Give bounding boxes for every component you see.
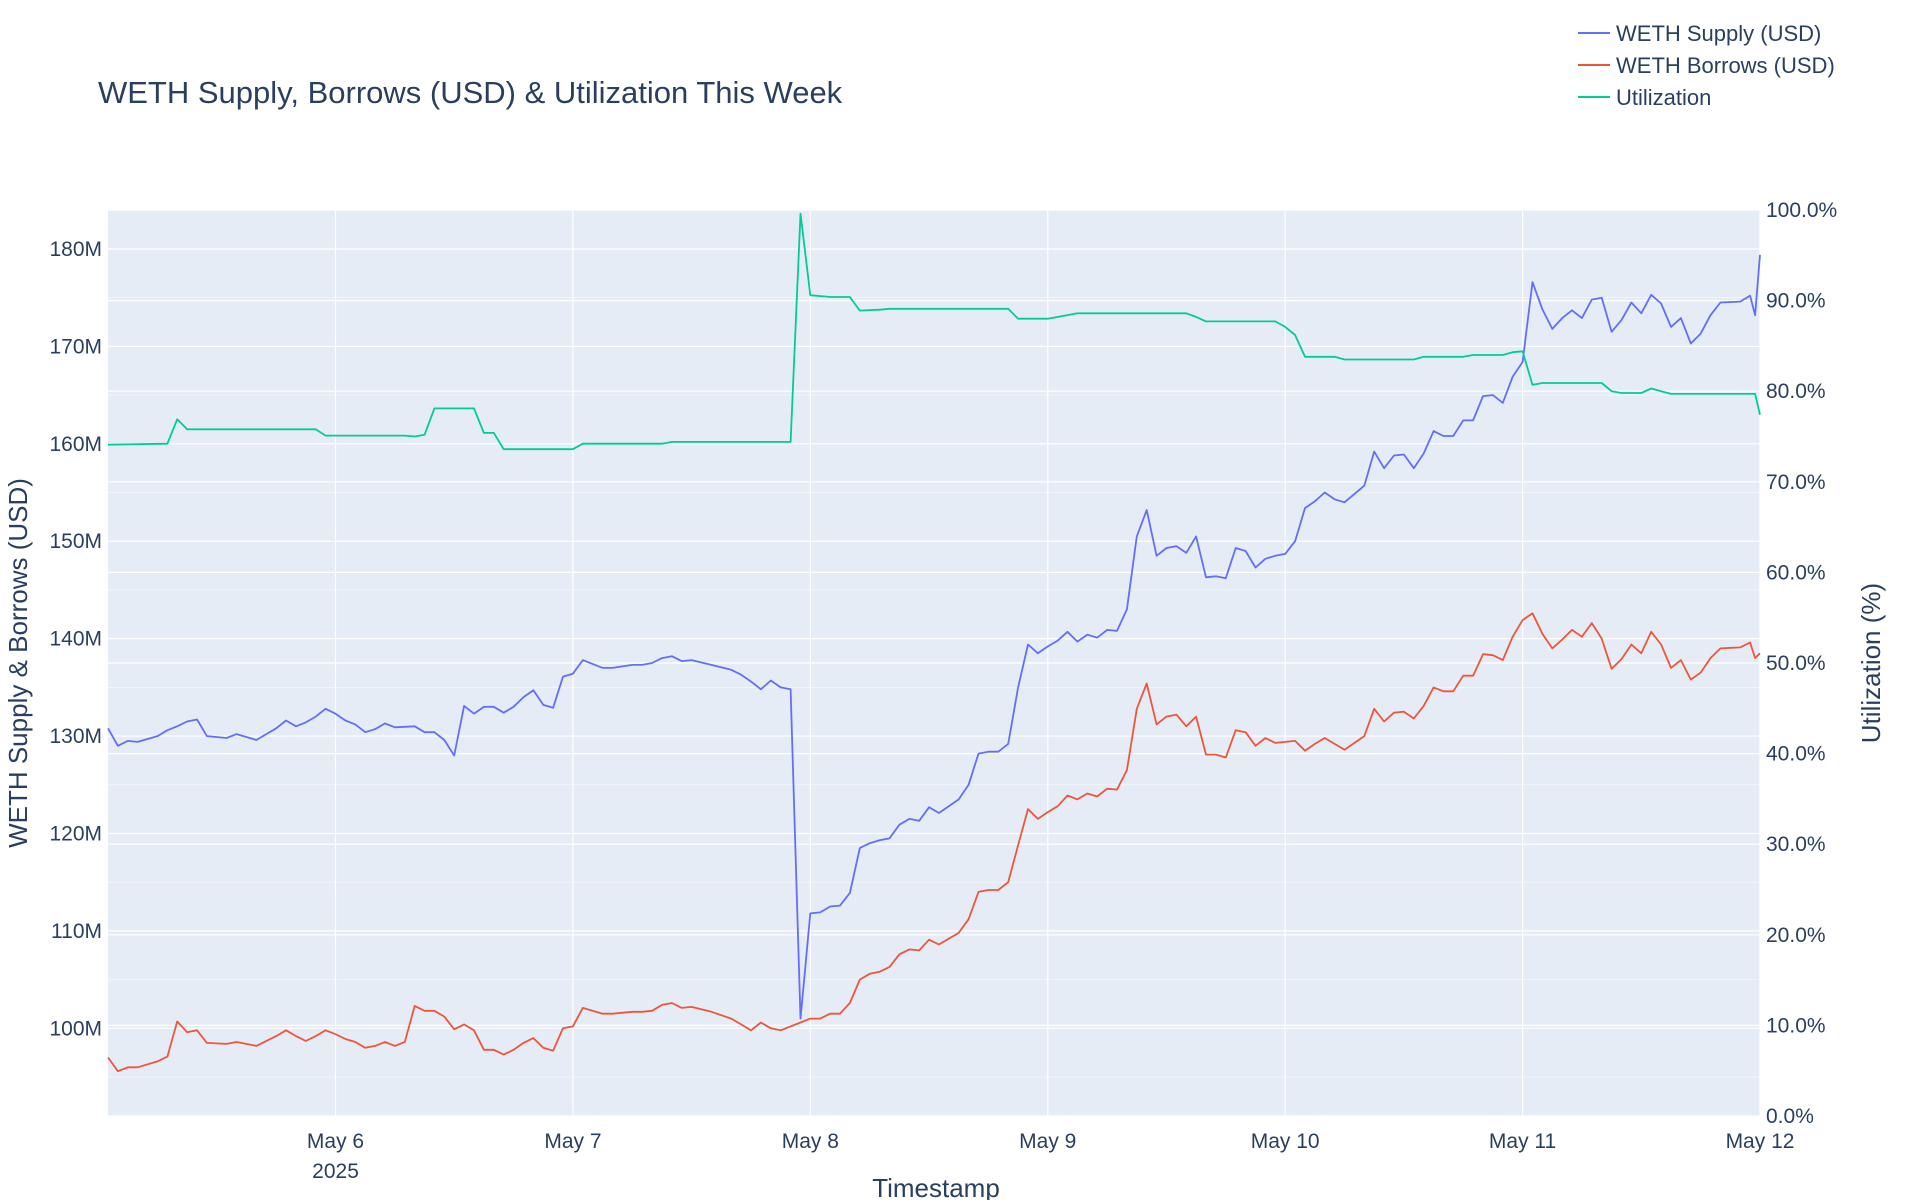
y2-tick-label: 30.0%	[1766, 833, 1826, 856]
y-tick-label: 150M	[49, 530, 102, 553]
y-tick-label: 120M	[49, 822, 102, 845]
series-line-weth-supply-usd	[107, 254, 1761, 1020]
chart-title: WETH Supply, Borrows (USD) & Utilization…	[98, 75, 843, 110]
x-tick-label: May 8	[782, 1130, 839, 1153]
y2-tick-label: 80.0%	[1766, 380, 1826, 403]
y-tick-label: 140M	[49, 628, 102, 651]
y2-tick-label: 50.0%	[1766, 652, 1826, 675]
x-tick-label: May 7	[544, 1130, 601, 1153]
y2-axis-title: Utilization (%)	[1856, 583, 1886, 743]
gridlines	[108, 209, 1761, 1117]
x-year-label: 2025	[312, 1160, 359, 1183]
y2-tick-label: 20.0%	[1766, 924, 1826, 947]
legend-item[interactable]: WETH Supply (USD)	[1578, 21, 1821, 46]
legend-label: WETH Supply (USD)	[1616, 21, 1821, 46]
x-tick-label: May 6	[307, 1130, 364, 1153]
legend-label: Utilization	[1616, 85, 1711, 110]
x-tick-label: May 12	[1726, 1130, 1795, 1153]
legend-item[interactable]: WETH Borrows (USD)	[1578, 53, 1835, 78]
legend-label: WETH Borrows (USD)	[1616, 53, 1835, 78]
y-tick-label: 160M	[49, 433, 102, 456]
x-tick-label: May 9	[1019, 1130, 1076, 1153]
x-tick-label: May 10	[1251, 1130, 1320, 1153]
y2-tick-label: 0.0%	[1766, 1105, 1814, 1128]
y-tick-label: 110M	[51, 920, 102, 943]
series-line-weth-borrows-usd	[107, 612, 1761, 1073]
y-tick-label: 130M	[49, 725, 102, 748]
y-tick-label: 100M	[49, 1017, 102, 1040]
y2-tick-label: 60.0%	[1766, 561, 1826, 584]
legend[interactable]: WETH Supply (USD) WETH Borrows (USD) Utili…	[1578, 21, 1835, 110]
y2-tick-label: 90.0%	[1766, 290, 1826, 313]
y2-tick-label: 70.0%	[1766, 471, 1826, 494]
series-lines	[107, 212, 1761, 1073]
y-tick-label: 180M	[49, 238, 102, 261]
x-axis-title: Timestamp	[872, 1173, 1000, 1200]
y-axis-title: WETH Supply & Borrows (USD)	[3, 478, 33, 848]
axes: 100M 110M 120M 130M 140M 150M 160M 170M 180M 0.0%…	[49, 199, 1837, 1183]
y-tick-label: 170M	[49, 335, 102, 358]
y2-tick-label: 40.0%	[1766, 743, 1826, 766]
series-line-utilization	[107, 212, 1761, 451]
y2-tick-label: 10.0%	[1766, 1014, 1826, 1037]
legend-item[interactable]: Utilization	[1578, 85, 1711, 110]
y2-tick-label: 100.0%	[1766, 199, 1837, 222]
x-tick-label: May 11	[1489, 1130, 1556, 1153]
